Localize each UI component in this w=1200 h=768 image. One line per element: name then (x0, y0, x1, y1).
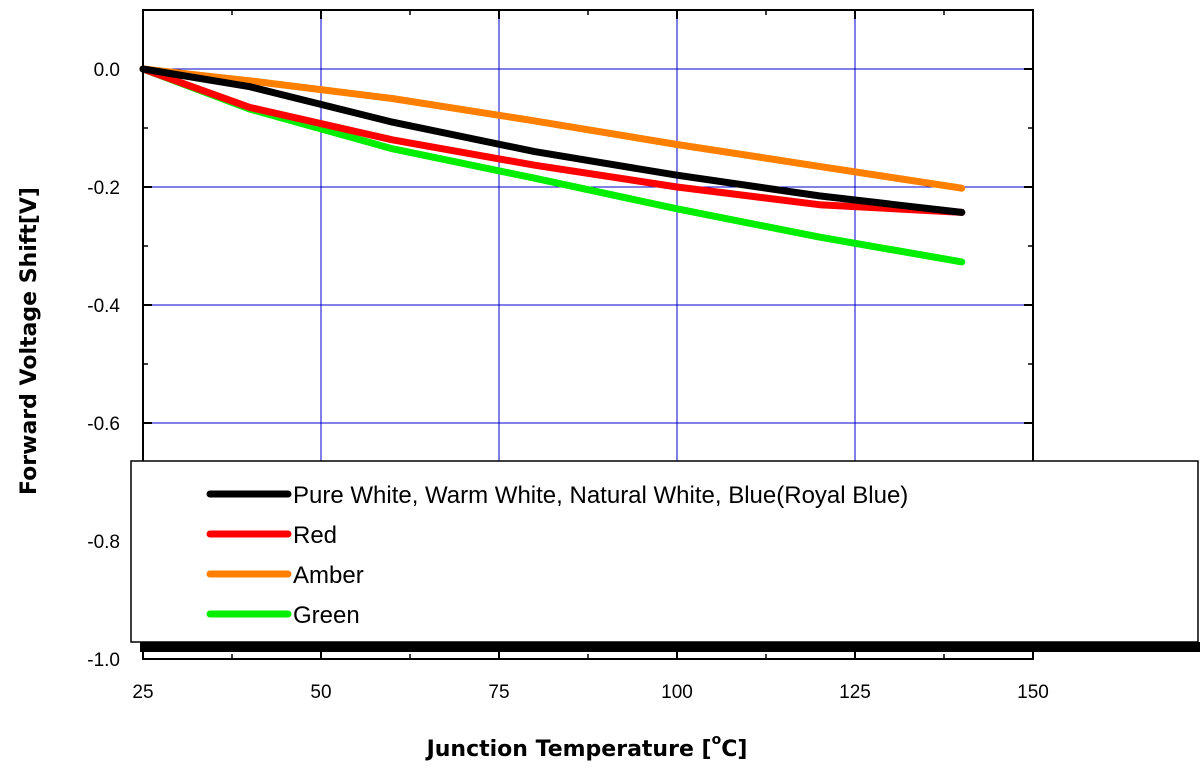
y-tick-label: -0.8 (87, 532, 120, 553)
y-tick-label: -0.6 (87, 414, 120, 435)
legend-label: Green (293, 602, 360, 629)
legend-label: Pure White, Warm White, Natural White, B… (293, 482, 908, 509)
legend-shadow (140, 642, 1200, 652)
x-axis-title-end: C] (721, 737, 747, 762)
y-tick-label: -1.0 (87, 650, 120, 671)
series-line-amber (139, 65, 966, 192)
y-axis-title: Forward Voltage Shift[V] (17, 187, 42, 495)
x-tick-label: 100 (661, 682, 693, 703)
x-axis-title-main: Junction Temperature [ (425, 737, 712, 762)
x-tick-label: 25 (132, 682, 153, 703)
y-tick-label: -0.2 (87, 178, 120, 199)
legend-box (130, 460, 1199, 643)
x-tick-label: 75 (488, 682, 509, 703)
legend: Pure White, Warm White, Natural White, B… (130, 460, 1200, 652)
legend-items: Pure White, Warm White, Natural White, B… (206, 482, 908, 629)
legend-label: Red (293, 522, 337, 549)
legend-label: Amber (293, 562, 364, 589)
x-tick-label: 150 (1017, 682, 1049, 703)
series-line-pure (139, 65, 966, 216)
tick-labels: 25 50 75 100 125 150 0.0 -0.2 -0.4 -0.6 -0.8 -1.0 (87, 60, 1049, 703)
x-tick-label: 125 (839, 682, 871, 703)
series-group (139, 65, 966, 266)
x-tick-label: 50 (310, 682, 331, 703)
series-line-red (139, 65, 966, 216)
y-tick-label: -0.4 (87, 296, 120, 317)
y-tick-label: 0.0 (94, 60, 120, 81)
x-axis-title: Junction Temperature [oC] (425, 732, 748, 762)
x-axis-title-superscript: o (712, 732, 722, 748)
